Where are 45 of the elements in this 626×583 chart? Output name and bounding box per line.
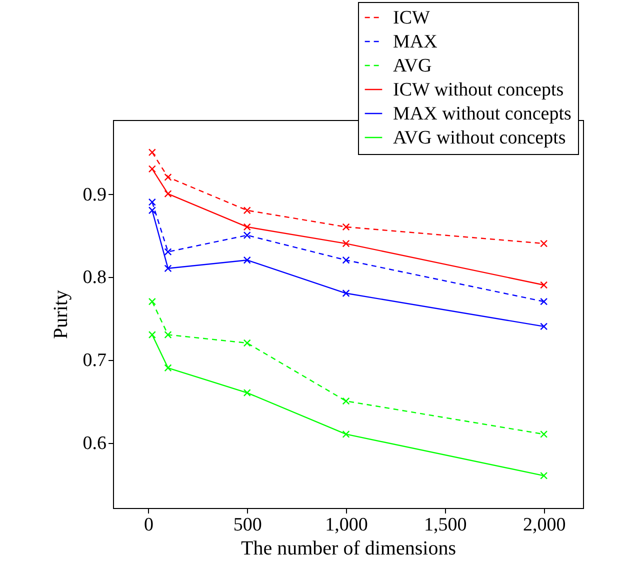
point	[540, 472, 548, 480]
point	[164, 364, 172, 372]
legend-label: ICW	[393, 8, 430, 28]
point	[164, 173, 172, 181]
point	[164, 190, 172, 198]
x-axis-title: The number of dimensions	[241, 538, 456, 560]
x-tick-label: 1,500	[424, 514, 467, 536]
point	[164, 248, 172, 256]
point	[164, 264, 172, 272]
point	[148, 165, 156, 173]
point	[342, 223, 350, 231]
legend-label: MAX	[393, 32, 438, 52]
y-tick-label: 0.6	[82, 433, 106, 454]
point	[148, 148, 156, 156]
point	[540, 240, 548, 248]
y-tick-label: 0.7	[82, 350, 106, 372]
point	[540, 430, 548, 438]
point	[540, 322, 548, 330]
legend-label: MAX without concepts	[393, 104, 572, 124]
x-tick-label: 1,000	[325, 514, 368, 536]
x-tick-label: 0	[144, 514, 154, 536]
point	[540, 298, 548, 306]
y-axis-title: Purity	[50, 290, 72, 339]
point	[342, 240, 350, 248]
point	[342, 430, 350, 438]
y-tick-label: 0.8	[82, 267, 106, 288]
point	[243, 339, 251, 347]
point	[243, 389, 251, 397]
point	[540, 281, 548, 289]
point	[148, 330, 156, 338]
point	[148, 298, 156, 306]
point	[342, 290, 350, 298]
point	[243, 223, 251, 231]
point	[243, 231, 251, 239]
legend-label: ICW without concepts	[393, 80, 564, 100]
legend-label: AVG without concepts	[393, 128, 566, 148]
legend-label: AVG	[393, 56, 432, 76]
point	[342, 256, 350, 264]
x-tick-label: 500	[233, 514, 262, 536]
point	[243, 206, 251, 214]
point	[342, 397, 350, 405]
y-tick-label: 0.9	[82, 184, 106, 206]
x-tick-label: 2,000	[522, 514, 566, 536]
point	[164, 330, 172, 338]
point	[243, 256, 251, 264]
